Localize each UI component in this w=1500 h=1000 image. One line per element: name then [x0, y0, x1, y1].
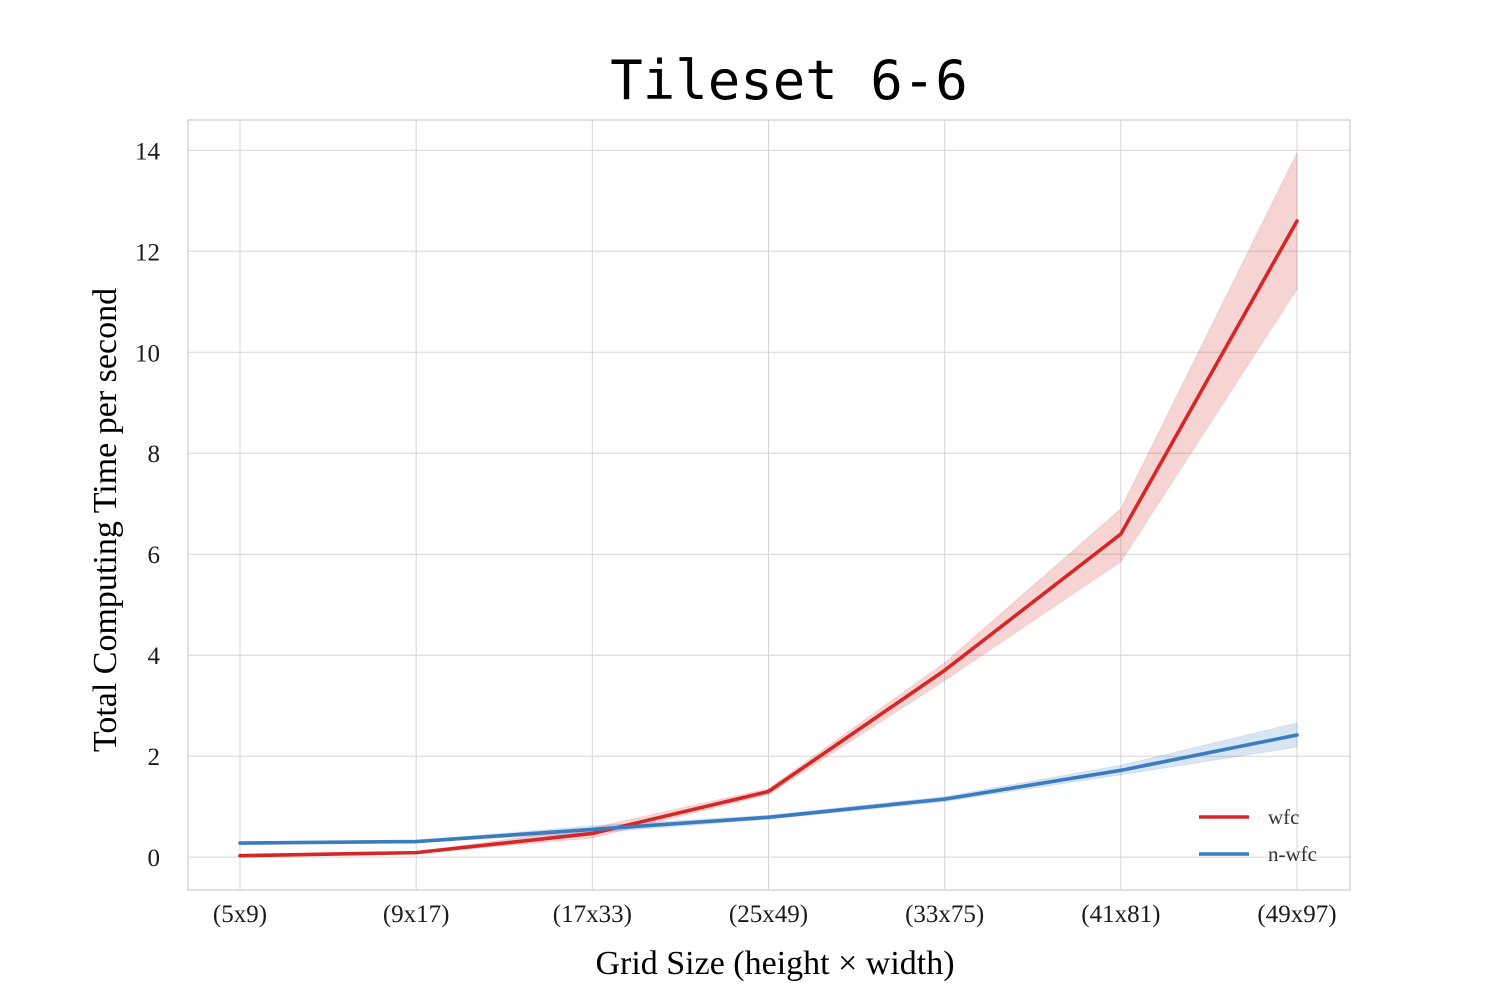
y-tick-label: 4	[148, 643, 161, 670]
y-tick-labels: 0 2 4 6 8 10 12 14	[135, 138, 161, 872]
confidence-band-n-wfc	[239, 722, 1298, 845]
x-tick-label: (17x33)	[553, 901, 632, 928]
y-tick-label: 14	[135, 138, 161, 165]
legend-label-wfc: wfc	[1268, 805, 1299, 829]
x-tick-labels: (5x9) (9x17) (17x33) (25x49) (33x75) (41x81) (…	[213, 901, 1337, 928]
x-tick-label: (5x9)	[213, 901, 267, 928]
legend: wfc n-wfc	[1199, 805, 1317, 866]
y-tick-label: 12	[135, 239, 160, 266]
legend-label-n-wfc: n-wfc	[1268, 842, 1317, 866]
x-tick-label: (9x17)	[383, 901, 450, 928]
confidence-bands	[239, 152, 1298, 857]
series-lines	[238, 219, 1299, 858]
x-axis-label: Grid Size (height × width)	[595, 945, 954, 982]
y-tick-label: 10	[135, 340, 160, 367]
series-line-wfc	[238, 219, 1299, 858]
x-tick-label: (25x49)	[729, 901, 808, 928]
y-tick-label: 2	[148, 744, 161, 771]
x-tick-label: (41x81)	[1081, 901, 1160, 928]
confidence-band-wfc	[239, 152, 1298, 857]
x-tick-label: (49x97)	[1257, 901, 1336, 928]
x-tick-label: (33x75)	[905, 901, 984, 928]
y-tick-label: 8	[148, 441, 161, 468]
chart-title: Tileset 6-6	[610, 49, 968, 112]
series-line-n-wfc	[238, 733, 1299, 845]
grid	[188, 120, 1350, 890]
y-axis-label: Total Computing Time per second	[87, 288, 124, 752]
y-tick-label: 0	[148, 845, 161, 872]
y-tick-label: 6	[148, 542, 161, 569]
